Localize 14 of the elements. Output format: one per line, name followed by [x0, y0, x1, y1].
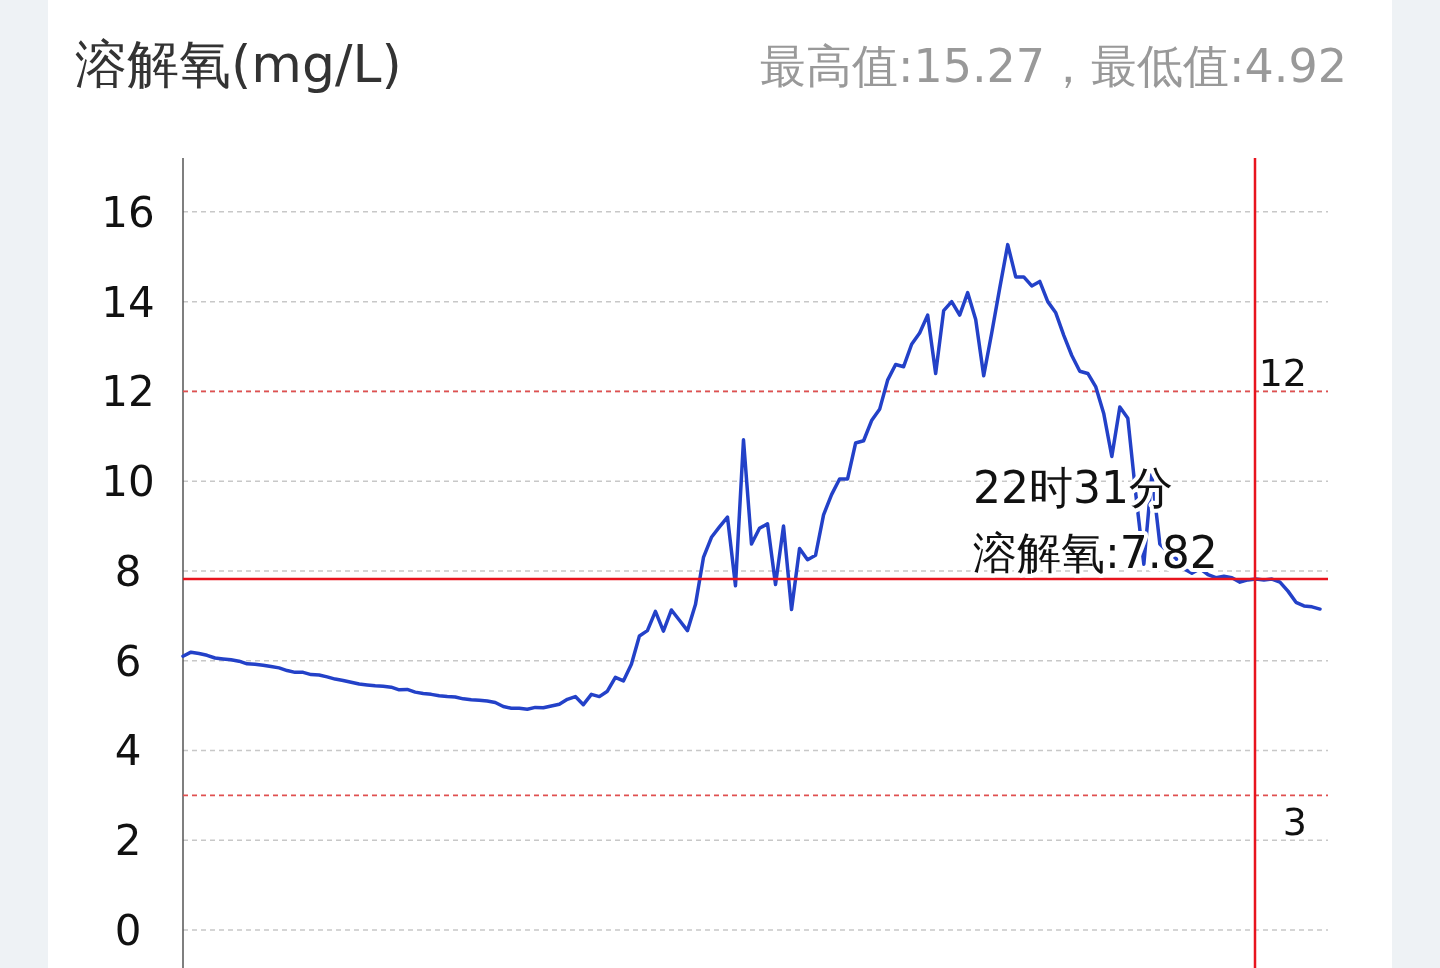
- y-tick-label: 12: [101, 367, 155, 417]
- y-tick-label: 6: [114, 636, 142, 686]
- line-series: [181, 242, 1322, 711]
- y-tick-label: 8: [114, 546, 142, 596]
- y-tick-label: 4: [114, 726, 142, 776]
- chart-subtitle: 最高值:15.27，最低值:4.92: [759, 39, 1347, 93]
- chart-title: 溶解氧(mg/L): [75, 34, 402, 94]
- y-tick-label: 14: [101, 277, 155, 327]
- ref-line-label: 12: [1258, 351, 1307, 396]
- ref-line-label: 3: [1282, 800, 1307, 845]
- y-tick-label: 2: [114, 816, 142, 866]
- y-tick-label: 10: [101, 457, 155, 507]
- y-tick-label: 0: [114, 906, 142, 955]
- y-tick-label: 16: [101, 187, 155, 237]
